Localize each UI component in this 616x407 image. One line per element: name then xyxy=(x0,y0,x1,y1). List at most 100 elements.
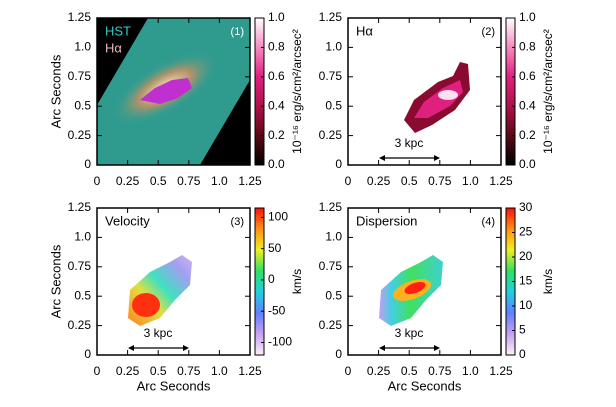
y-tick-label: 0 xyxy=(335,157,342,171)
colorbar-tick-label: 0.4 xyxy=(268,98,285,112)
x-tick-label: 0.25 xyxy=(116,364,140,378)
y-tick-label: 0 xyxy=(335,347,342,361)
y-tick-label: 1.0 xyxy=(74,230,91,244)
colorbar-tick-label: 0.8 xyxy=(519,40,536,54)
colorbar-tick-label: 30 xyxy=(519,200,533,214)
annotation: (4) xyxy=(482,216,495,228)
y-tick-label: 0 xyxy=(84,157,91,171)
colorbar-tick-label: 0.2 xyxy=(268,128,285,142)
y-tick-label: 0.75 xyxy=(68,259,92,273)
annotation: Dispersion xyxy=(356,213,417,228)
y-tick-label: 0.75 xyxy=(319,259,343,273)
y-tick-label: 0.75 xyxy=(68,69,92,83)
colorbar xyxy=(254,207,265,356)
y-tick-label: 1.0 xyxy=(325,230,342,244)
annotation: Hα xyxy=(356,23,373,38)
annotation: HST xyxy=(105,23,131,38)
colorbar-tick-label: 0 xyxy=(268,272,275,286)
colorbar-tick-label: 0.4 xyxy=(519,98,536,112)
y-tick-label: 1.25 xyxy=(68,200,92,214)
x-axis-label: Arc Seconds xyxy=(137,378,211,393)
image-halpha xyxy=(404,62,470,133)
x-tick-label: 0.75 xyxy=(428,364,452,378)
x-tick-label: 1.0 xyxy=(211,364,228,378)
x-tick-label: 0.25 xyxy=(367,174,391,188)
y-tick-label: 0.5 xyxy=(74,98,91,112)
image-hst xyxy=(97,18,250,165)
colorbar-tick-label: 0.8 xyxy=(268,40,285,54)
colorbar-tick-label: 5 xyxy=(519,323,526,337)
x-tick-label: 0 xyxy=(345,174,352,188)
y-tick-label: 0 xyxy=(84,347,91,361)
x-tick-label: 1.25 xyxy=(238,174,262,188)
x-tick-label: 1.0 xyxy=(462,174,479,188)
y-tick-label: 1.25 xyxy=(68,10,92,24)
x-tick-label: 0.5 xyxy=(150,174,167,188)
x-tick-label: 1.25 xyxy=(238,364,262,378)
x-tick-label: 0.5 xyxy=(150,364,167,378)
y-tick-label: 0.5 xyxy=(325,98,342,112)
x-tick-label: 0.25 xyxy=(116,174,140,188)
annotation: Velocity xyxy=(105,213,150,228)
colorbar-tick-label: 25 xyxy=(519,225,533,239)
x-tick-label: 0 xyxy=(94,364,101,378)
y-tick-label: 0.25 xyxy=(68,128,92,142)
x-tick-label: 0 xyxy=(94,174,101,188)
colorbar-tick-label: 0.0 xyxy=(268,157,285,171)
x-tick-label: 0 xyxy=(345,364,352,378)
y-tick-label: 1.0 xyxy=(325,40,342,54)
y-tick-label: 0.25 xyxy=(319,318,343,332)
annotation: (3) xyxy=(231,216,244,228)
x-tick-label: 0.5 xyxy=(401,364,418,378)
x-tick-label: 0.5 xyxy=(401,174,418,188)
scale-label: 3 kpc xyxy=(144,326,173,340)
colorbar-tick-label: 100 xyxy=(268,210,288,224)
y-axis-label: Arc Seconds xyxy=(48,54,63,128)
plot-frame xyxy=(347,207,502,356)
y-tick-label: 0.25 xyxy=(319,128,343,142)
colorbar-tick-label: 1.0 xyxy=(519,10,536,24)
x-tick-label: 0.75 xyxy=(428,174,452,188)
colorbar xyxy=(505,17,516,166)
scale-label: 3 kpc xyxy=(395,326,424,340)
y-tick-label: 0.5 xyxy=(325,288,342,302)
y-axis-label: Arc Seconds xyxy=(48,244,63,318)
annotation: Hα xyxy=(105,40,122,55)
x-tick-label: 1.25 xyxy=(489,174,513,188)
image-velocity xyxy=(128,255,192,326)
colorbar-tick-label: 20 xyxy=(519,249,533,263)
x-tick-label: 1.0 xyxy=(462,364,479,378)
plot-frame xyxy=(96,17,251,166)
colorbar-tick-label: 0.0 xyxy=(519,157,536,171)
colorbar-tick-label: 15 xyxy=(519,274,533,288)
colorbar-tick-label: 50 xyxy=(268,241,282,255)
colorbar-tick-label: 1.0 xyxy=(268,10,285,24)
colorbar-tick-label: 0.6 xyxy=(519,69,536,83)
colorbar-tick-label: -50 xyxy=(268,303,286,317)
plot-frame xyxy=(96,207,251,356)
scale-label: 3 kpc xyxy=(395,136,424,150)
image-dispersion xyxy=(379,255,443,326)
plot-frame xyxy=(347,17,502,166)
y-tick-label: 0.25 xyxy=(68,318,92,332)
colorbar xyxy=(254,17,265,166)
y-tick-label: 0.75 xyxy=(319,69,343,83)
colorbar-tick-label: 0 xyxy=(519,347,526,361)
x-tick-label: 0.75 xyxy=(177,174,201,188)
colorbar-label: km/s xyxy=(290,269,304,294)
colorbar-label: 10⁻¹⁶ erg/s/cm²/arcsec² xyxy=(290,29,304,154)
colorbar-tick-label: -100 xyxy=(268,335,292,349)
colorbar-tick-label: 0.2 xyxy=(519,128,536,142)
colorbar-tick-label: 0.6 xyxy=(268,69,285,83)
y-tick-label: 1.25 xyxy=(319,10,343,24)
colorbar-tick-label: 10 xyxy=(519,298,533,312)
y-tick-label: 1.25 xyxy=(319,200,343,214)
x-tick-label: 1.0 xyxy=(211,174,228,188)
colorbar-label: 10⁻¹⁶ erg/s/cm²/arcsec² xyxy=(541,29,555,154)
annotation: (1) xyxy=(231,26,244,38)
x-tick-label: 0.75 xyxy=(177,364,201,378)
x-tick-label: 1.25 xyxy=(489,364,513,378)
y-tick-label: 1.0 xyxy=(74,40,91,54)
